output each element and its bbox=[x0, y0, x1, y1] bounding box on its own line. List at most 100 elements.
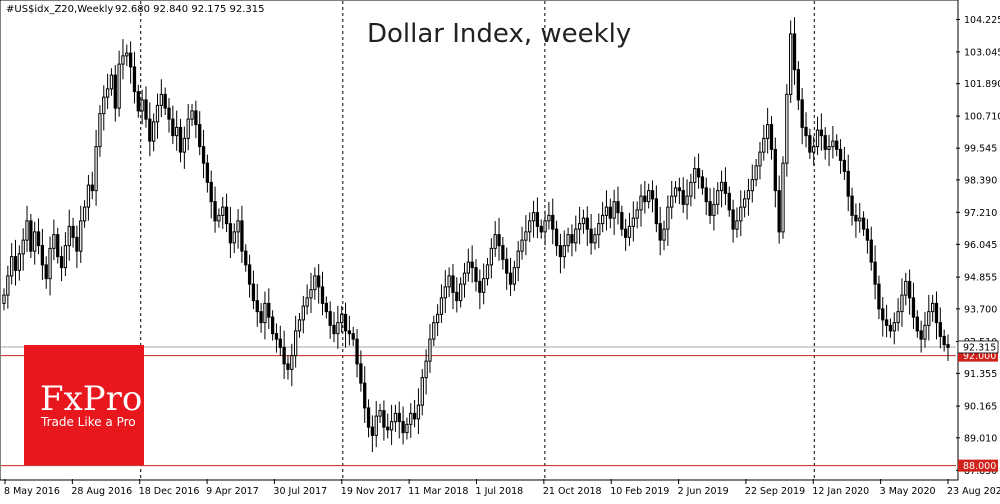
candle bbox=[386, 413, 390, 439]
candle-body-up bbox=[923, 324, 927, 340]
candle-body-up bbox=[758, 151, 762, 167]
candle bbox=[819, 113, 824, 151]
candle-body-up bbox=[673, 187, 678, 197]
candle bbox=[884, 304, 889, 338]
candle bbox=[428, 324, 432, 373]
candle bbox=[198, 111, 202, 156]
candle-body-up bbox=[105, 88, 110, 98]
levels-layer bbox=[1, 346, 956, 467]
x-tick-label: 3 May 2020 bbox=[880, 486, 936, 497]
candle bbox=[520, 226, 524, 260]
x-tick-label: 19 Nov 2017 bbox=[341, 486, 402, 497]
candle bbox=[754, 159, 758, 187]
candle-body-down bbox=[144, 99, 148, 120]
candle-body-up bbox=[685, 195, 689, 205]
candle-body-down bbox=[942, 335, 946, 346]
candle bbox=[6, 265, 10, 309]
candle-body-down bbox=[201, 146, 206, 164]
candle bbox=[865, 218, 870, 254]
candle-body-down bbox=[317, 275, 321, 288]
candle-body-up bbox=[217, 214, 221, 222]
candle-body-up bbox=[82, 206, 87, 222]
candle-body-up bbox=[63, 245, 68, 269]
candle bbox=[102, 85, 106, 131]
candle bbox=[393, 404, 398, 432]
candle-body-down bbox=[286, 363, 290, 370]
candle bbox=[366, 399, 371, 438]
candle bbox=[424, 349, 428, 395]
candle bbox=[750, 164, 754, 203]
candle-body-down bbox=[401, 421, 405, 434]
candle-body-down bbox=[255, 300, 259, 313]
candle bbox=[800, 88, 804, 145]
candle-body-down bbox=[328, 311, 332, 326]
candle-body-down bbox=[270, 316, 275, 335]
candle bbox=[370, 415, 375, 453]
candle-body-down bbox=[71, 225, 75, 238]
candle-body-up bbox=[428, 338, 432, 362]
candle-body-down bbox=[167, 107, 171, 120]
x-axis: 8 May 2016 28 Aug 2016 18 Dec 2016 9 Apr 20… bbox=[4, 479, 1000, 497]
candle bbox=[343, 302, 348, 348]
x-tick-label: 9 Apr 2017 bbox=[206, 486, 259, 497]
candle-body-up bbox=[566, 234, 570, 247]
candle bbox=[462, 262, 467, 298]
candle-body-up bbox=[297, 319, 302, 332]
candle-body-down bbox=[228, 223, 233, 244]
candle-body-up bbox=[735, 220, 739, 230]
candle bbox=[666, 195, 670, 246]
candle bbox=[796, 61, 800, 111]
candle bbox=[681, 177, 685, 213]
candle-body-up bbox=[750, 179, 754, 192]
candle bbox=[401, 406, 405, 445]
candle bbox=[405, 417, 409, 440]
candle bbox=[723, 167, 728, 206]
candle-body-up bbox=[175, 126, 179, 137]
candle bbox=[286, 355, 290, 380]
candle bbox=[420, 369, 424, 416]
candle bbox=[505, 247, 509, 290]
logo-wordmark: FxPro bbox=[40, 379, 142, 419]
candle bbox=[815, 116, 820, 156]
candle-body-up bbox=[21, 239, 25, 255]
candle-body-down bbox=[919, 330, 923, 340]
candle-body-down bbox=[888, 324, 893, 332]
candle bbox=[700, 170, 705, 195]
candle bbox=[930, 294, 935, 322]
candle bbox=[516, 240, 520, 282]
candle bbox=[328, 301, 332, 339]
candle bbox=[117, 50, 121, 117]
candle-body-down bbox=[412, 412, 417, 420]
candle-body-up bbox=[577, 223, 582, 230]
candle-body-up bbox=[159, 93, 163, 106]
candle-body-down bbox=[907, 280, 912, 299]
candle bbox=[82, 200, 87, 228]
candle-body-up bbox=[393, 412, 398, 423]
candle-body-down bbox=[178, 126, 183, 153]
candle-body-up bbox=[305, 297, 309, 307]
candle-body-down bbox=[842, 159, 847, 172]
x-tick-label: 2 Jun 2019 bbox=[678, 486, 729, 497]
candle bbox=[804, 112, 808, 148]
candle-body-up bbox=[86, 184, 91, 208]
candle-body-down bbox=[136, 91, 140, 112]
candle bbox=[109, 68, 114, 96]
candle bbox=[512, 260, 517, 291]
candle bbox=[735, 207, 739, 238]
candle-body-up bbox=[236, 220, 240, 233]
candle bbox=[374, 401, 378, 448]
candle bbox=[128, 41, 133, 84]
candle bbox=[317, 264, 321, 304]
candle bbox=[662, 220, 666, 251]
candle-body-up bbox=[313, 275, 317, 291]
candle-body-up bbox=[121, 55, 125, 65]
candle bbox=[574, 215, 578, 252]
candle bbox=[719, 170, 724, 208]
candle-body-up bbox=[742, 198, 747, 208]
y-tick-label: 93.700 bbox=[964, 304, 997, 315]
candle bbox=[201, 129, 206, 179]
candle-body-up bbox=[186, 118, 190, 139]
candle-body-up bbox=[785, 93, 789, 164]
candle bbox=[17, 245, 22, 281]
candle bbox=[489, 238, 494, 279]
